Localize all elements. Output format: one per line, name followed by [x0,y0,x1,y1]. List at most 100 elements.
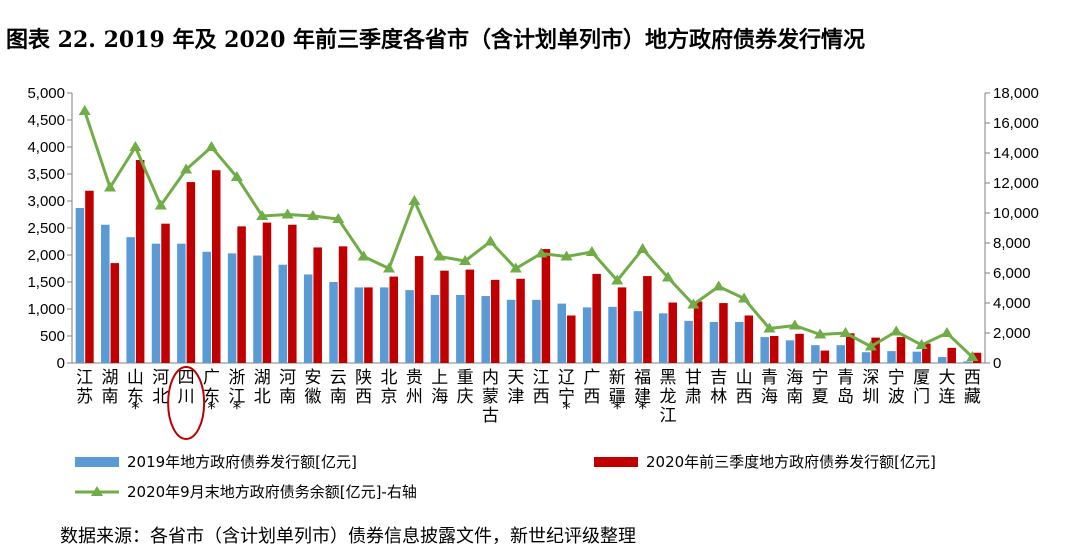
bar-2020 [719,303,728,363]
left-tick-label: 0 [57,355,65,372]
bar-2020 [643,276,652,363]
bar-2019 [253,255,262,363]
category-label: 安徽 [304,368,321,407]
category-label: 宁夏 [812,368,829,407]
bar-2020 [135,159,145,363]
right-tick-label: 16,000 [993,115,1039,132]
bar-2019 [582,307,592,363]
debt-balance-marker [915,339,928,349]
category-label: 内蒙古 [482,368,499,426]
debt-balance-marker [484,235,497,246]
debt-balance-marker [890,325,903,336]
debt-balance-marker [940,327,953,337]
bar-2020 [947,347,956,363]
right-tick-label: 18,000 [993,85,1039,102]
left-tick-label: 3,500 [27,166,65,183]
debt-balance-marker [966,351,979,361]
debt-balance-marker [864,340,877,351]
bar-2019 [608,306,617,363]
category-label: 黑龙江 [659,368,676,426]
debt-balance-marker [560,250,573,261]
category-label: 海南 [786,368,803,407]
debt-balance-marker [763,322,776,333]
debt-balance-marker [687,298,700,309]
category-label: 深圳 [862,368,879,407]
bar-2019 [227,253,237,363]
debt-balance-marker [814,328,827,339]
debt-balance-line [83,110,974,359]
bar-2019 [329,282,338,363]
bar-2019 [735,321,744,363]
left-tick-label: 5,000 [27,85,65,102]
bar-2019 [202,251,211,363]
bar-2019 [557,303,567,363]
right-tick-label: 4,000 [993,295,1031,312]
category-label: 上海 [431,368,448,407]
bar-2020 [541,249,551,363]
category-label: 贵州 [406,368,423,407]
bar-2019 [405,290,414,363]
bar-2019 [937,357,947,363]
category-label: 山东* [127,368,144,419]
debt-balance-marker [636,243,649,253]
bar-2020 [211,170,221,363]
bar-2020 [288,224,297,363]
category-label: 湖北 [254,368,271,407]
bar-2020 [262,222,272,363]
bar-2019 [532,299,541,363]
debt-balance-marker [738,292,751,303]
category-label: 陕西 [355,368,372,407]
bar-2020 [110,263,120,363]
right-tick-label: 12,000 [993,175,1039,192]
category-label: 河南 [279,368,296,407]
legend-label-2020: 2020年前三季度地方政府债券发行额[亿元] [646,453,936,471]
debt-balance-marker [661,271,674,282]
bar-2019 [785,340,795,363]
debt-balance-marker [535,247,548,258]
bar-2019 [633,311,643,363]
right-tick-label: 2,000 [993,325,1031,342]
debt-balance-marker [459,255,472,265]
legend-label-2019: 2019年地方政府债券发行额[亿元] [127,453,357,471]
bar-2019 [912,351,922,363]
category-label: 厦门 [913,368,930,407]
left-tick-label: 1,000 [27,301,65,318]
bar-2020 [769,336,779,363]
bar-2019 [380,287,389,363]
debt-balance-marker [205,141,218,151]
source-note: 数据来源：各省市（含计划单列市）债券信息披露文件，新世纪评级整理 [60,526,636,547]
bar-2019 [354,287,364,363]
right-tick-label: 0 [993,355,1001,372]
category-label: 辽宁* [558,368,575,419]
left-tick-label: 4,000 [27,139,65,156]
bar-2019 [278,264,288,363]
debt-balance-marker [230,171,243,181]
category-label: 江西 [533,368,550,407]
bar-2020 [490,279,500,363]
left-tick-label: 3,000 [27,193,65,210]
debt-balance-marker [839,327,852,337]
bar-2019 [303,274,313,363]
bar-2020 [338,246,348,363]
category-label: 云南 [330,368,347,407]
left-tick-label: 1,500 [27,274,65,291]
right-tick-label: 10,000 [993,205,1039,222]
bar-2020 [389,276,399,363]
bar-2019 [709,321,719,363]
category-label: 江苏 [76,368,93,407]
category-label: 青海 [761,368,778,407]
debt-balance-marker [788,319,801,330]
debt-balance-marker [78,105,91,115]
bar-2020 [516,278,525,363]
category-label: 天津 [507,368,524,407]
debt-balance-marker [357,250,370,261]
debt-balance-marker [712,280,725,291]
bar-2019 [861,352,871,363]
category-label: 西藏 [964,368,981,407]
debt-balance-marker [408,195,421,205]
bar-2019 [836,345,846,363]
bar-2020 [668,302,677,363]
bar-2020 [744,315,754,363]
bar-2019 [151,243,161,363]
chart-title: 图表 22. 2019 年及 2020 年前三季度各省市（含计划单列市）地方政府… [6,27,866,53]
